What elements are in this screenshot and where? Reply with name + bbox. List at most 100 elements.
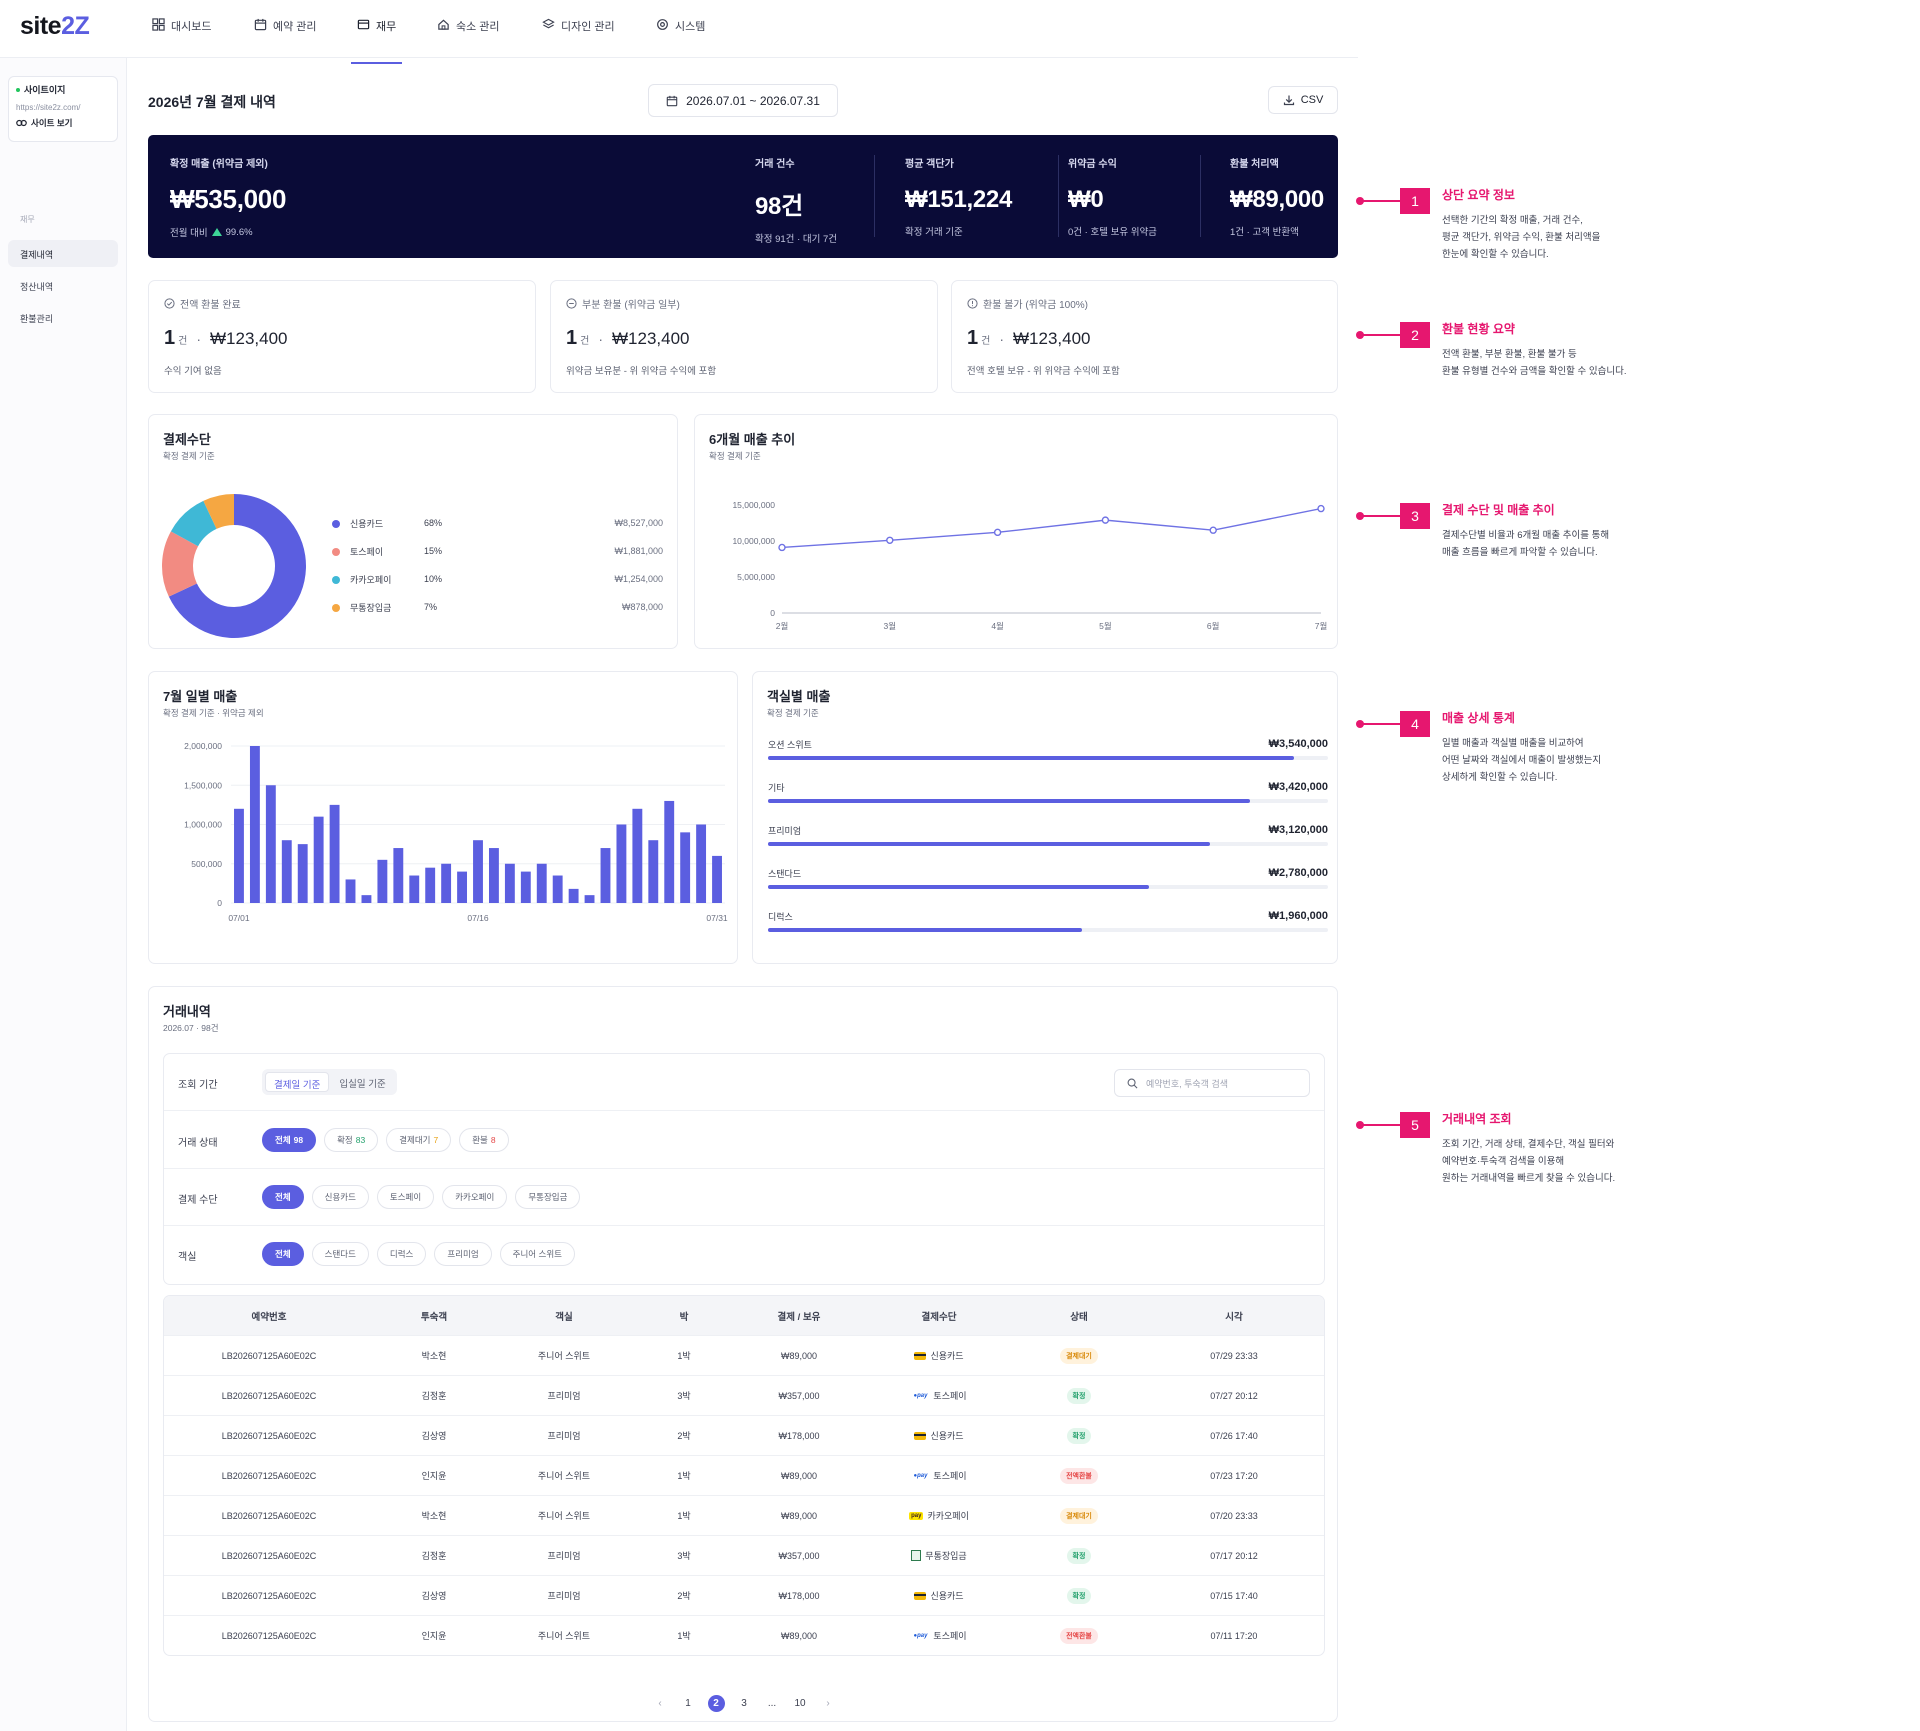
- card-subtitle: 확정 결제 기준: [163, 451, 215, 461]
- table-row[interactable]: LB202607125A60E02C 김상영 프리미엄 2박 ₩178,000 신용카드 확…: [164, 1415, 1324, 1455]
- page-ellipsis: ...: [767, 1697, 777, 1709]
- page-button[interactable]: 1: [685, 1697, 691, 1709]
- method-chip-bank[interactable]: 무통장입금: [515, 1185, 581, 1209]
- site-logo[interactable]: site2Z: [20, 12, 90, 40]
- column-header[interactable]: 객실: [555, 1311, 573, 1323]
- cell-method: ●pay 토스페이: [864, 1629, 1014, 1643]
- download-icon: [1283, 95, 1294, 106]
- refund-amount: 1 건 · ₩123,400: [164, 327, 288, 350]
- table-row[interactable]: LB202607125A60E02C 인지윤 주니어 스위트 1박 ₩89,000 ●pa…: [164, 1455, 1324, 1495]
- cell-method: 무통장입금: [864, 1549, 1014, 1563]
- layers-icon: [542, 18, 555, 29]
- refund-note: 수익 기여 없음: [164, 366, 222, 377]
- nav-reservations[interactable]: 예약 관리: [254, 18, 317, 58]
- nav-system[interactable]: 시스템: [656, 18, 705, 58]
- table-row[interactable]: LB202607125A60E02C 김상영 프리미엄 2박 ₩178,000 신용카드 확…: [164, 1575, 1324, 1615]
- column-header[interactable]: 시각: [1225, 1311, 1243, 1323]
- status-chip-all[interactable]: 전체 98: [262, 1128, 317, 1152]
- cell-reservation-id[interactable]: LB202607125A60E02C: [221, 1630, 317, 1641]
- cell-reservation-id[interactable]: LB202607125A60E02C: [221, 1590, 317, 1601]
- table-row[interactable]: LB202607125A60E02C 박소현 주니어 스위트 1박 ₩89,000 신용카…: [164, 1335, 1324, 1375]
- room-chip-junior-suite[interactable]: 주니어 스위트: [499, 1242, 575, 1266]
- status-chip-pending[interactable]: 결제대기 7: [386, 1128, 452, 1152]
- table-row[interactable]: LB202607125A60E02C 박소현 주니어 스위트 1박 ₩89,000 pay…: [164, 1495, 1324, 1535]
- table-body: LB202607125A60E02C 박소현 주니어 스위트 1박 ₩89,000 신용카…: [164, 1335, 1324, 1655]
- card-subtitle: 2026.07 · 98건: [163, 1023, 219, 1033]
- nav-dashboard[interactable]: 대시보드: [152, 18, 211, 58]
- chip-count: 7: [433, 1135, 439, 1145]
- sidebar-item-payments[interactable]: 결제내역: [8, 240, 118, 267]
- annotation-connector: [1358, 723, 1400, 725]
- nav-lodging[interactable]: 숙소 관리: [437, 18, 500, 58]
- annotation-line: 예약번호·투숙객 검색을 이용해: [1442, 1156, 1565, 1167]
- cell-reservation-id[interactable]: LB202607125A60E02C: [221, 1510, 317, 1521]
- column-header[interactable]: 결제 / 보유: [777, 1311, 821, 1323]
- annotation-dot: [1356, 720, 1364, 728]
- nav-finance[interactable]: 재무: [350, 18, 403, 64]
- column-header[interactable]: 상태: [1070, 1311, 1088, 1323]
- cell-reservation-id[interactable]: LB202607125A60E02C: [221, 1430, 317, 1441]
- search-input[interactable]: 예약번호, 투숙객 검색: [1114, 1069, 1310, 1097]
- method-label: 무통장입금: [925, 1550, 967, 1561]
- sidebar-item-refunds[interactable]: 환불관리: [20, 314, 54, 324]
- table-row[interactable]: LB202607125A60E02C 김정훈 프리미엄 3박 ₩357,000 무통장입금…: [164, 1535, 1324, 1575]
- column-header[interactable]: 예약번호: [251, 1311, 287, 1323]
- next-page-button[interactable]: ›: [826, 1697, 830, 1709]
- cell-reservation-id[interactable]: LB202607125A60E02C: [221, 1390, 317, 1401]
- sidebar-item-settlements[interactable]: 정산내역: [20, 282, 54, 292]
- refund-note: 전액 호텔 보유 - 위 위약금 수익에 포함: [967, 366, 1120, 377]
- transactions-card: 거래내역 2026.07 · 98건 조회 기간 결제일 기준 입실일 기준 예…: [148, 986, 1338, 1722]
- room-chip-all[interactable]: 전체: [262, 1242, 304, 1266]
- date-range-picker[interactable]: 2026.07.01 ~ 2026.07.31: [648, 84, 838, 117]
- room-chip-premium[interactable]: 프리미엄: [434, 1242, 492, 1266]
- cell-room: 프리미엄: [547, 1551, 581, 1561]
- cell-reservation-id[interactable]: LB202607125A60E02C: [221, 1470, 317, 1481]
- transaction-filters: 조회 기간 결제일 기준 입실일 기준 예약번호, 투숙객 검색 거래 상태 전…: [163, 1053, 1325, 1285]
- daily-bar: [409, 875, 420, 903]
- site-url[interactable]: https://site2z.com/: [16, 103, 81, 112]
- method-chip-card[interactable]: 신용카드: [311, 1185, 369, 1209]
- column-header[interactable]: 결제수단: [921, 1311, 957, 1323]
- page-button-current[interactable]: 2: [702, 1693, 730, 1713]
- legend-name: 카카오페이: [350, 575, 392, 585]
- method-chip-toss[interactable]: 토스페이: [376, 1185, 435, 1209]
- room-chip-deluxe[interactable]: 디럭스: [376, 1242, 427, 1266]
- table-row[interactable]: LB202607125A60E02C 김정훈 프리미엄 3박 ₩357,000 ●pay 토…: [164, 1375, 1324, 1415]
- period-option-payment-date[interactable]: 결제일 기준: [265, 1072, 330, 1092]
- status-chip-refund[interactable]: 환불 8: [459, 1128, 509, 1152]
- method-chip-kakao[interactable]: 카카오페이: [442, 1185, 508, 1209]
- daily-bar: [425, 867, 436, 903]
- nav-design[interactable]: 디자인 관리: [542, 18, 615, 58]
- site-view-link[interactable]: 사이트 보기: [16, 117, 110, 129]
- method-chip-all[interactable]: 전체: [262, 1185, 304, 1209]
- page-button[interactable]: 3: [741, 1697, 747, 1709]
- cell-status: 확정: [1014, 1427, 1144, 1444]
- legend-item: 토스페이: [332, 545, 383, 558]
- calendar-icon: [666, 95, 678, 106]
- annotation-line: 평균 객단가, 위약금 수익, 환불 처리액을: [1442, 232, 1601, 243]
- daily-bar: [329, 804, 340, 903]
- daily-revenue-chart: 0 500,000 1,000,000 1,500,000 2,000,000 07/01…: [184, 741, 728, 923]
- filter-row-status: 거래 상태 전체 98 확정 83 결제대기 7 환불 8: [164, 1112, 1324, 1169]
- donut-slice-신용카드: [168, 494, 306, 638]
- table-row[interactable]: LB202607125A60E02C 인지윤 주니어 스위트 1박 ₩89,000 ●pa…: [164, 1615, 1324, 1655]
- period-option-checkin-date[interactable]: 입실일 기준: [339, 1079, 386, 1090]
- trend-point: [778, 543, 786, 552]
- cell-reservation-id[interactable]: LB202607125A60E02C: [221, 1350, 317, 1361]
- room-amount: ₩3,540,000: [1268, 738, 1328, 750]
- column-header[interactable]: 박: [679, 1311, 689, 1323]
- cell-amount: ₩89,000: [780, 1630, 818, 1641]
- status-chip-confirmed[interactable]: 확정 83: [324, 1128, 379, 1152]
- x-tick-label: 2월: [776, 621, 789, 631]
- prev-page-button[interactable]: ‹: [658, 1697, 662, 1709]
- refund-unit: 건: [981, 336, 991, 347]
- column-header[interactable]: 투숙객: [420, 1311, 448, 1323]
- csv-download-button[interactable]: CSV: [1268, 86, 1338, 114]
- daily-bar: [313, 816, 324, 903]
- card-subtitle: 확정 결제 기준: [709, 451, 761, 461]
- legend-swatch: [332, 519, 340, 528]
- cell-reservation-id[interactable]: LB202607125A60E02C: [221, 1550, 317, 1561]
- room-chip-standard[interactable]: 스탠다드: [311, 1242, 369, 1266]
- page-button[interactable]: 10: [794, 1697, 806, 1709]
- minus-circle-icon: [566, 298, 577, 309]
